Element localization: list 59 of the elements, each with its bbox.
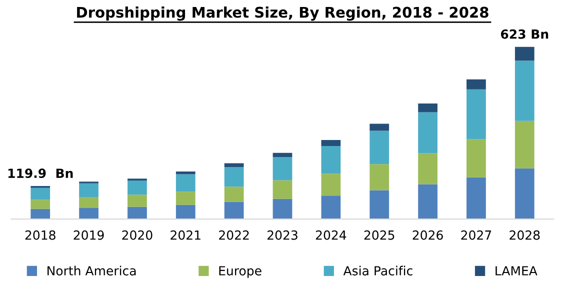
bar xyxy=(321,140,341,146)
bar xyxy=(514,168,534,220)
bar xyxy=(418,153,438,184)
bar xyxy=(418,103,438,112)
x-tick-label: 2018 xyxy=(25,230,56,240)
x-tick-label: 2020 xyxy=(122,230,152,240)
bar xyxy=(176,204,196,220)
bar xyxy=(514,120,534,168)
bar xyxy=(30,188,50,200)
bar xyxy=(514,46,534,61)
bar xyxy=(466,89,486,140)
bar xyxy=(79,196,98,208)
bar xyxy=(224,167,244,187)
bar xyxy=(224,202,244,220)
x-tick-label: 2025 xyxy=(364,230,394,240)
bar xyxy=(370,190,390,220)
legend-label: LAMEA xyxy=(496,266,538,276)
x-tick-label: 2024 xyxy=(316,230,346,240)
bar xyxy=(272,198,292,220)
bar xyxy=(176,174,196,192)
legend-label: Asia Pacific xyxy=(343,266,412,276)
bar xyxy=(370,124,390,131)
bar xyxy=(370,130,390,164)
bar xyxy=(370,164,390,190)
bar xyxy=(224,186,244,202)
legend-label: North America xyxy=(48,266,136,276)
bar xyxy=(224,163,244,168)
bar xyxy=(272,152,292,158)
x-tick-label: 2026 xyxy=(412,230,443,240)
bar xyxy=(30,200,50,209)
bar xyxy=(321,196,341,220)
annotation: 119.9 Bn xyxy=(8,168,73,178)
x-tick-label: 2019 xyxy=(74,230,104,240)
bar xyxy=(418,184,438,220)
bar xyxy=(79,208,98,220)
bar xyxy=(321,174,341,196)
x-tick-label: 2028 xyxy=(510,230,540,240)
bar xyxy=(128,180,147,195)
bar xyxy=(418,112,438,154)
x-tick-label: 2023 xyxy=(268,230,298,240)
bar xyxy=(30,208,50,220)
bar xyxy=(128,206,147,220)
bar xyxy=(176,172,196,174)
bar xyxy=(128,194,147,207)
bar xyxy=(466,177,486,220)
x-tick-label: 2021 xyxy=(170,230,200,240)
legend-label: Europe xyxy=(219,266,262,278)
bar xyxy=(514,60,534,121)
bar xyxy=(466,79,486,90)
bar xyxy=(176,192,196,205)
bar xyxy=(321,146,341,174)
bar xyxy=(466,139,486,178)
x-tick-label: 2027 xyxy=(461,230,492,240)
x-tick-label: 2022 xyxy=(219,230,249,240)
bar xyxy=(272,180,292,199)
bar xyxy=(79,183,98,197)
bar xyxy=(272,157,292,180)
annotation: 623 Bn xyxy=(500,29,548,39)
chart-title: Dropshipping Market Size, By Region, 2018 - 2028 xyxy=(77,6,488,21)
